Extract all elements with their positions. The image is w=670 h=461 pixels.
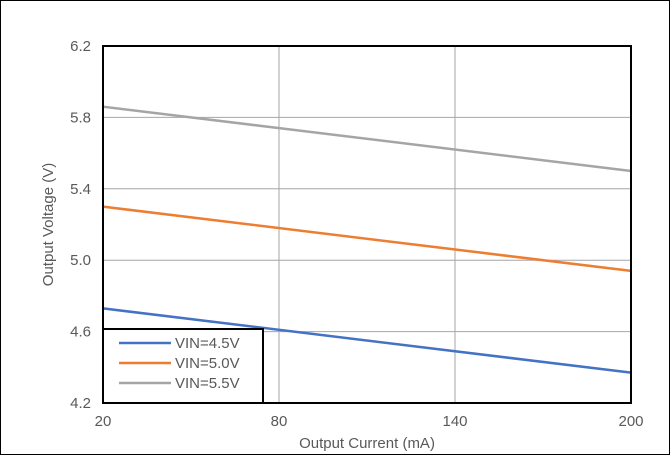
x-tick-label: 140 [442,413,467,430]
x-axis-ticks: 20 80 140 200 [95,413,644,430]
series-line-2 [102,205,632,273]
y-tick-label: 6.2 [70,38,91,55]
legend: VIN=4.5V VIN=5.0V VIN=5.5V [102,328,264,404]
x-tick-label: 200 [618,413,643,430]
legend-box [102,328,264,404]
x-axis-label: Output Current (mA) [299,435,435,452]
y-tick-label: 5.4 [70,181,91,198]
y-axis-ticks: 4.2 4.6 5.0 5.4 5.8 6.2 [70,38,91,412]
y-tick-label: 4.6 [70,324,91,341]
y-tick-label: 5.8 [70,109,91,126]
series-lines [102,105,632,374]
legend-label: VIN=5.0V [175,355,240,372]
y-tick-label: 4.2 [70,395,91,412]
plot-area [102,45,632,404]
x-tick-label: 20 [95,413,112,430]
legend-label: VIN=4.5V [175,335,240,352]
legend-items: VIN=4.5V VIN=5.0V VIN=5.5V [119,335,240,392]
x-tick-label: 80 [271,413,288,430]
series-line-1 [102,307,632,374]
y-tick-label: 5.0 [70,252,91,269]
y-axis-label: Output Voltage (V) [40,163,57,286]
legend-label: VIN=5.5V [175,375,240,392]
series-line-3 [102,105,632,173]
